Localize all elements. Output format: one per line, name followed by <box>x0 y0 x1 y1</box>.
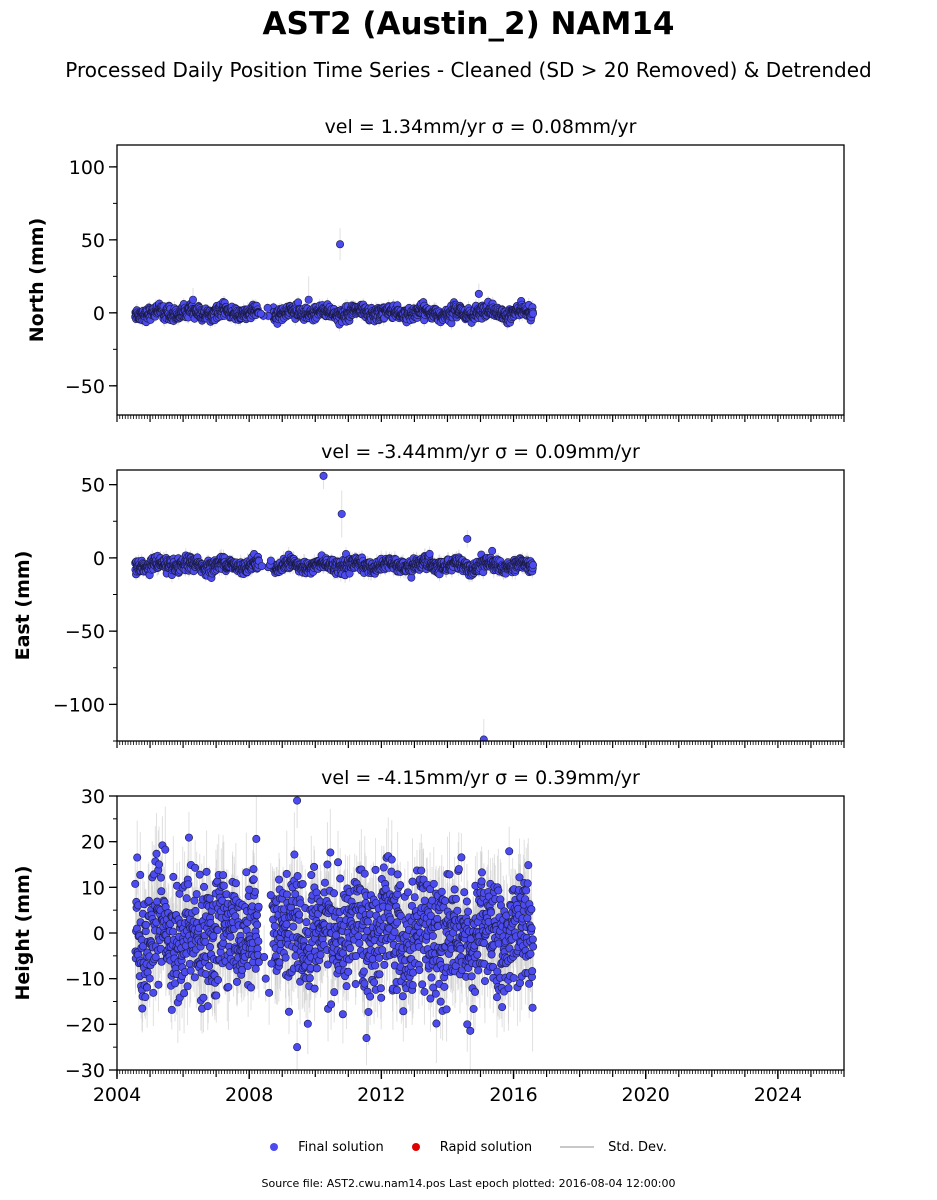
y-tick-label: −50 <box>65 376 105 398</box>
figure-title: AST2 (Austin_2) NAM14 <box>262 6 675 42</box>
final-solution-point <box>256 309 265 318</box>
final-solution-point <box>263 303 272 312</box>
figure-subtitle: Processed Daily Position Time Series - C… <box>65 58 872 82</box>
y-axis-label: North (mm) <box>26 218 48 343</box>
panel-title: vel = 1.34mm/yr σ = 0.08mm/yr <box>325 116 637 138</box>
panel-frame <box>116 144 845 416</box>
panel-title: vel = -3.44mm/yr σ = 0.09mm/yr <box>321 441 640 463</box>
final-solution-point <box>294 298 303 307</box>
y-tick-label: 50 <box>81 230 105 252</box>
data-layer <box>131 470 538 741</box>
data-layer <box>131 228 538 332</box>
y-axis-label: East (mm) <box>12 551 34 661</box>
final-solution-point <box>474 289 483 298</box>
final-solution-point <box>529 309 538 318</box>
y-tick-label: 100 <box>69 157 105 179</box>
final-solution-point <box>304 295 313 304</box>
final-solution-point <box>336 240 345 249</box>
final-solution-point <box>189 295 198 304</box>
y-tick-label: 0 <box>93 303 105 325</box>
panel-1: vel = 1.34mm/yr σ = 0.08mm/yr North (mm) −… <box>26 116 845 422</box>
